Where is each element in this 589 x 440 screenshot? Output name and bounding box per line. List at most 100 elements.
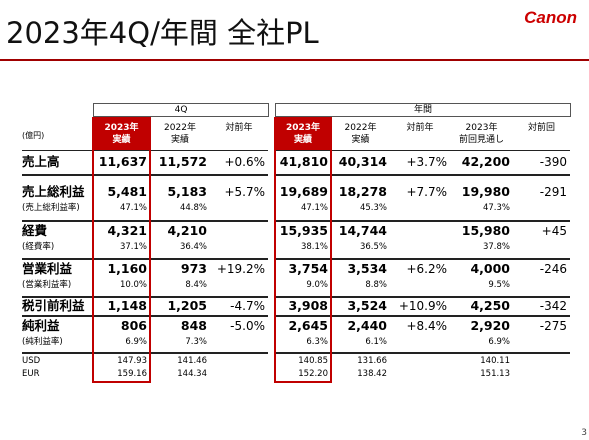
cell: 2,440 [347, 318, 387, 333]
row-label: 税引前利益 [22, 298, 85, 313]
highlight-header [93, 118, 150, 150]
row-rule [275, 352, 570, 354]
cell: -342 [539, 299, 567, 313]
cell: +0.6% [224, 155, 265, 169]
cell: 1,160 [107, 261, 147, 276]
cell: 47.1% [119, 203, 147, 213]
row-label: 経費 [22, 223, 48, 238]
cell: 848 [180, 318, 207, 333]
cell: 2,920 [470, 318, 510, 333]
cell: 147.93 [117, 356, 147, 366]
cell: 19,980 [461, 184, 510, 199]
cell: -390 [539, 155, 567, 169]
cell: 45.3% [359, 203, 387, 213]
cell: 3,534 [347, 261, 387, 276]
cell: 36.5% [359, 242, 387, 252]
row-rule [275, 315, 570, 317]
row-label: 売上総利益 [22, 184, 85, 199]
cell: 44.8% [179, 203, 207, 213]
cell: 15,980 [461, 223, 510, 238]
row-rule [275, 220, 570, 222]
column-header: 2022年 実績 [344, 123, 377, 145]
column-header: 2023年 実績 [285, 123, 321, 145]
row-rule [275, 174, 570, 176]
cell: 3,908 [288, 298, 328, 313]
unit-label: (億円) [22, 131, 45, 140]
cell: 40,314 [338, 154, 387, 169]
column-header: 対前回 [527, 123, 555, 133]
row-label: (経費率) [22, 242, 55, 252]
cell: 159.16 [117, 369, 147, 379]
cell: 138.42 [357, 369, 387, 379]
row-label: USD [22, 356, 41, 366]
cell: 42,200 [461, 154, 510, 169]
highlight-outline [274, 117, 332, 383]
row-label: (純利益率) [22, 337, 63, 347]
cell: 3,524 [347, 298, 387, 313]
cell: -275 [539, 319, 567, 333]
cell: 9.5% [488, 280, 510, 290]
column-header: 2022年 実績 [164, 123, 196, 145]
cell: 1,148 [107, 298, 147, 313]
row-rule [22, 258, 268, 260]
cell: 6.1% [365, 337, 387, 347]
cell: 41,810 [279, 154, 328, 169]
cell: 47.3% [482, 203, 510, 213]
column-header: 対前年 [406, 123, 434, 133]
row-rule [275, 150, 570, 151]
row-rule [275, 258, 570, 260]
cell: 19,689 [279, 184, 328, 199]
cell: 5,481 [107, 184, 147, 199]
cell: 3,754 [288, 261, 328, 276]
group-header: 年間 [275, 103, 571, 117]
cell: 140.11 [480, 356, 510, 366]
cell: 38.1% [300, 242, 328, 252]
cell: 6.9% [125, 337, 147, 347]
row-label: 売上高 [22, 154, 60, 169]
cell: +19.2% [216, 262, 265, 276]
title-rule [0, 59, 589, 61]
cell: 11,572 [158, 154, 207, 169]
highlight-outline [92, 117, 151, 383]
row-rule [22, 296, 268, 298]
cell: 2,645 [288, 318, 328, 333]
column-header: 対前年 [225, 123, 253, 133]
cell: +45 [541, 224, 567, 238]
cell: 131.66 [357, 356, 387, 366]
row-label: 営業利益 [22, 261, 73, 276]
cell: 11,637 [98, 154, 147, 169]
row-label: EUR [22, 369, 40, 379]
row-label: 純利益 [22, 318, 60, 333]
row-rule [22, 315, 268, 317]
cell: 6.3% [306, 337, 328, 347]
cell: 152.20 [298, 369, 328, 379]
cell: 973 [180, 261, 207, 276]
cell: 14,744 [338, 223, 387, 238]
cell: 4,321 [107, 223, 147, 238]
cell: 5,183 [167, 184, 207, 199]
cell: 18,278 [338, 184, 387, 199]
column-header: 2023年 前回見通し [458, 123, 504, 145]
page-number: 3 [581, 428, 587, 438]
cell: +7.7% [406, 185, 447, 199]
cell: 10.0% [119, 280, 147, 290]
cell: +10.9% [398, 299, 447, 313]
row-rule [22, 174, 268, 176]
cell: +6.2% [406, 262, 447, 276]
cell: 8.4% [185, 280, 207, 290]
cell: -4.7% [230, 299, 265, 313]
slide-title: 2023年4Q/年間 全社PL [6, 16, 319, 50]
cell: +5.7% [224, 185, 265, 199]
group-header: 4Q [93, 103, 269, 117]
cell: +3.7% [406, 155, 447, 169]
cell: 6.9% [488, 337, 510, 347]
cell: 37.1% [119, 242, 147, 252]
cell: 140.85 [298, 356, 328, 366]
row-label: (売上総利益率) [22, 203, 80, 213]
cell: -246 [539, 262, 567, 276]
row-rule [22, 220, 268, 222]
cell: 36.4% [179, 242, 207, 252]
cell: 37.8% [482, 242, 510, 252]
cell: 4,000 [470, 261, 510, 276]
